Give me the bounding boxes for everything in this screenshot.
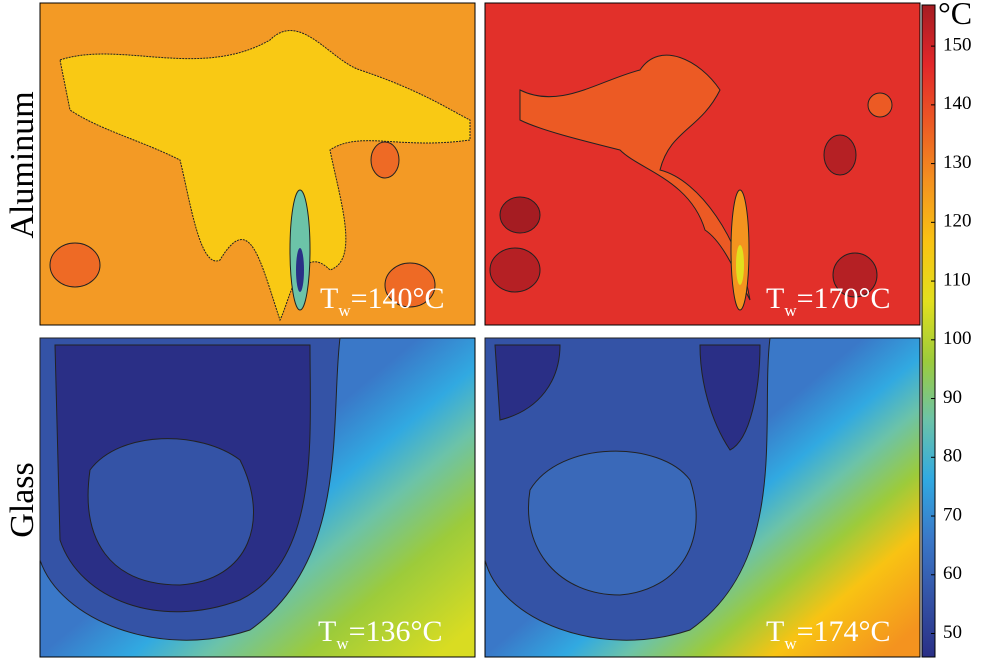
colorbar-tick-label: 140 [943, 93, 972, 114]
panel-label: Tw=140°C [320, 282, 445, 320]
panel-aluminum-170 [484, 2, 921, 326]
colorbar-tick-label: 100 [943, 328, 972, 349]
row-label: Aluminum [4, 91, 41, 238]
panel-glass-136 [39, 337, 476, 658]
colorbar-tick-label: 90 [943, 387, 962, 408]
colorbar-tick-label: 120 [943, 211, 972, 232]
colorbar-tick-label: 150 [943, 34, 972, 55]
colorbar-tick-label: 70 [943, 504, 962, 525]
panel-label: Tw=174°C [766, 615, 891, 653]
panel-glass-174 [484, 337, 921, 658]
row-label: Glass [4, 462, 41, 538]
colorbar-tick-label: 110 [943, 269, 971, 290]
panel-aluminum-140 [39, 2, 476, 326]
panel-label: Tw=170°C [766, 282, 891, 320]
colorbar-tick-label: 130 [943, 152, 972, 173]
colorbar-tick-label: 60 [943, 563, 962, 584]
colorbar-tick-label: 80 [943, 446, 962, 467]
colorbar-unit: °C [938, 0, 972, 31]
colorbar-tick-label: 50 [943, 622, 962, 643]
panel-label: Tw=136°C [318, 615, 443, 653]
colorbar [921, 4, 936, 658]
